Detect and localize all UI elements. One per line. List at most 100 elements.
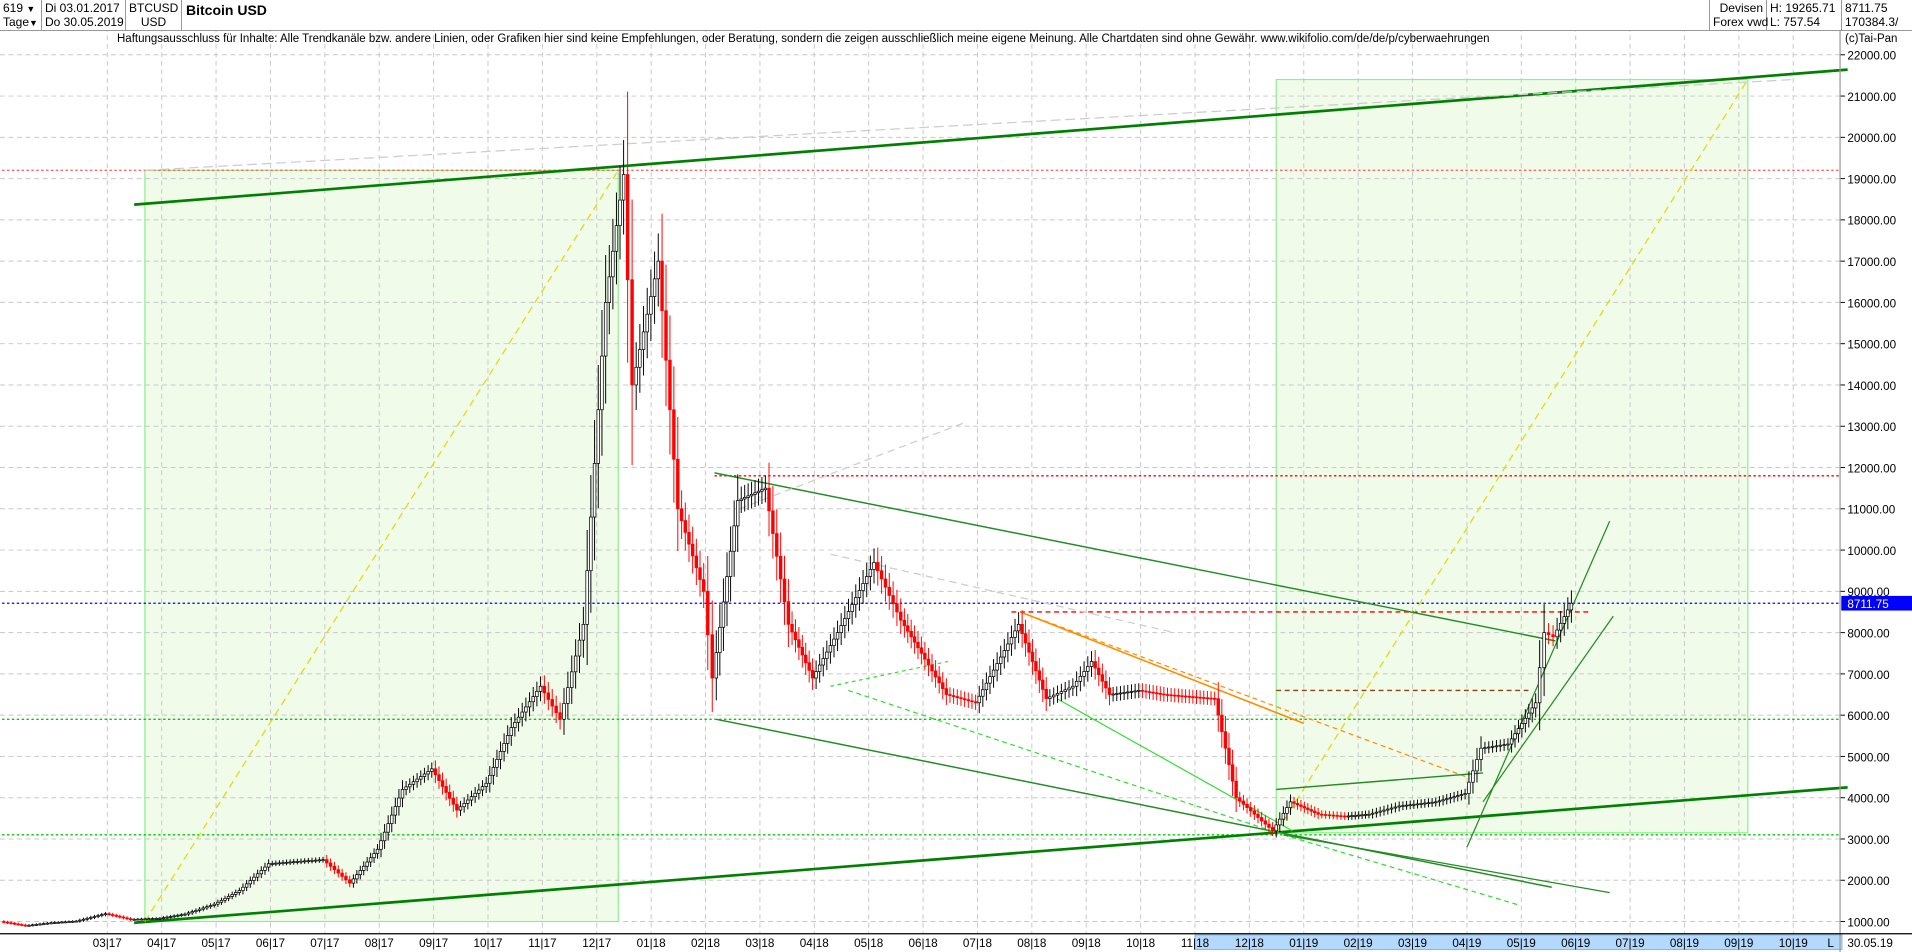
caret-down-icon[interactable]: ▼	[26, 4, 36, 14]
candle-down	[660, 260, 664, 312]
candle-up	[760, 489, 764, 492]
y-tick-label: 12000.00	[1847, 462, 1896, 475]
candle-down	[332, 865, 337, 871]
y-tick-label: 13000.00	[1847, 421, 1896, 434]
candle-down	[1302, 806, 1307, 809]
candle-up	[208, 905, 213, 908]
bars-count[interactable]: 619	[3, 1, 24, 15]
last-price-label: 8711.75	[1847, 598, 1889, 611]
candle-up	[1393, 806, 1398, 809]
end-date[interactable]: Do 30.05.2019	[45, 15, 124, 29]
candle-up	[92, 916, 97, 918]
candle-down	[672, 409, 676, 460]
candle-up	[1404, 804, 1409, 807]
candle-down	[786, 601, 791, 625]
candle-up	[400, 789, 405, 799]
candle-up	[226, 896, 231, 899]
candle-down	[1331, 814, 1335, 817]
candle-up	[78, 919, 82, 922]
candle-up	[393, 806, 398, 816]
candle-up	[868, 569, 873, 577]
trend-line	[1283, 834, 1610, 894]
candle-down	[676, 458, 680, 510]
candle-down	[767, 487, 771, 512]
candle-up	[190, 911, 194, 914]
candle-up	[244, 883, 249, 888]
candle-down	[1144, 690, 1148, 693]
candle-up	[1086, 666, 1090, 672]
candle-up	[1494, 745, 1499, 748]
candle-up	[1274, 824, 1278, 832]
candle-up	[1129, 691, 1134, 693]
candle-up	[988, 676, 992, 684]
candle-up	[165, 916, 169, 919]
y-tick-label: 1000.00	[1847, 916, 1890, 929]
candle-up	[1363, 814, 1368, 816]
candle-down	[1205, 697, 1210, 700]
candle-up	[299, 860, 303, 863]
candle-down	[1270, 827, 1275, 832]
candle-up	[649, 296, 653, 315]
candle-up	[281, 862, 285, 864]
candle-up	[466, 799, 470, 804]
candle-up	[390, 814, 394, 825]
candle-up	[274, 862, 278, 865]
candle-down	[793, 631, 798, 641]
period-select[interactable]: Tage	[3, 15, 30, 29]
candle-up	[991, 669, 996, 678]
candle-up	[1137, 690, 1141, 692]
candle-up	[1389, 807, 1394, 810]
candle-up	[63, 921, 68, 924]
currency: USD	[140, 15, 167, 29]
candle-up	[368, 857, 373, 863]
candle-down	[1104, 680, 1108, 689]
candle-up	[562, 703, 566, 720]
candle-up	[1441, 799, 1445, 802]
bars-selector[interactable]: 619 ▼ Tage▼	[0, 0, 42, 30]
candle-down	[1187, 695, 1191, 698]
chart-title: Bitcoin USD	[186, 2, 267, 18]
candle-down	[1140, 690, 1145, 692]
candle-down	[16, 923, 20, 926]
candle-down	[325, 859, 329, 864]
x-axis-end-label: L	[1827, 937, 1834, 950]
candle-down	[23, 924, 28, 927]
candle-up	[27, 924, 31, 927]
candle-down	[690, 543, 695, 557]
candle-down	[807, 662, 811, 671]
candle-up	[132, 918, 136, 921]
candle-down	[1158, 692, 1163, 695]
candle-up	[1434, 801, 1438, 804]
candle-up	[1463, 793, 1467, 795]
candle-up	[295, 861, 300, 863]
candle-up	[491, 766, 496, 776]
candle-up	[426, 771, 430, 775]
candle-up	[634, 366, 638, 386]
axes: 1000.00 2000.00 3000.00 4000.00 5000.00 6000.…	[0, 26, 1912, 952]
candle-up	[266, 863, 271, 868]
candle-down	[1147, 691, 1152, 693]
candle-down	[118, 915, 122, 918]
x-tick-label: 04|19	[1452, 937, 1481, 950]
candle-up	[362, 865, 366, 871]
candle-up	[53, 922, 57, 924]
candle-up	[1445, 798, 1449, 801]
candle-down	[891, 595, 895, 605]
start-date[interactable]: Di 03.01.2017	[45, 1, 120, 15]
candle-up	[984, 682, 989, 691]
y-tick-label: 14000.00	[1847, 380, 1896, 393]
candle-up	[520, 711, 524, 718]
candle-up	[1542, 632, 1546, 669]
zones	[144, 78, 1749, 923]
candle-up	[865, 576, 869, 584]
candle-down	[625, 174, 630, 281]
candle-down	[455, 803, 459, 811]
candle-down	[887, 586, 891, 596]
candle-up	[1115, 693, 1119, 695]
candle-down	[962, 698, 967, 701]
date-range[interactable]: Di 03.01.2017 Do 30.05.2019	[42, 0, 126, 30]
caret-down-icon[interactable]: ▼	[29, 18, 38, 28]
candle-up	[505, 735, 510, 744]
candle-up	[1059, 691, 1064, 694]
